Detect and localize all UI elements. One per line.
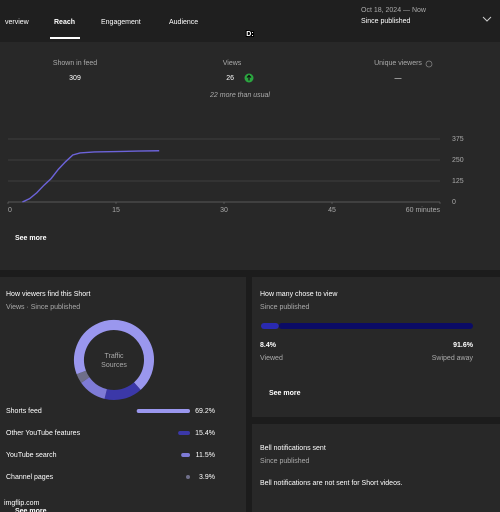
tab-bar — [0, 0, 500, 42]
dropdown-icon[interactable] — [482, 16, 492, 22]
y-tick-label: 375 — [452, 136, 464, 143]
x-tick-label: 15 — [112, 207, 120, 214]
source-percent: 11.5% — [196, 452, 215, 459]
metric-label: Views — [223, 60, 242, 67]
donut-segment — [74, 320, 154, 390]
section-subtitle: Since published — [260, 304, 310, 311]
x-tick-label: 0 — [8, 207, 12, 214]
x-tick-label: 45 — [328, 207, 336, 214]
source-bar — [181, 453, 190, 457]
chose-panel — [252, 277, 500, 417]
info-icon[interactable] — [425, 60, 433, 68]
source-name: YouTube search — [6, 452, 57, 459]
date-range: Oct 18, 2024 — Now — [361, 7, 427, 14]
see-more[interactable]: See more — [15, 235, 47, 242]
section-title: How many chose to view — [260, 291, 338, 298]
donut-segment — [104, 382, 141, 400]
tab[interactable]: Engagement — [101, 19, 141, 26]
source-percent: 15.4% — [195, 430, 215, 437]
date-label: Since published — [361, 18, 411, 25]
tab[interactable]: Reach — [54, 19, 75, 26]
x-tick-label: 30 — [220, 207, 228, 214]
source-percent: 3.9% — [199, 474, 215, 481]
see-more[interactable]: See more — [269, 390, 301, 397]
viewed-name: Viewed — [260, 355, 283, 362]
source-name: Other YouTube features — [6, 430, 81, 437]
source-bar — [136, 409, 190, 413]
watermark: imgflip.com — [4, 500, 40, 507]
y-tick-label: 250 — [452, 157, 464, 164]
meme-caption: D: — [246, 31, 253, 38]
bell-text: Bell notifications are not sent for Shor… — [260, 480, 402, 487]
section-subtitle: Since published — [260, 458, 310, 465]
metric-value: 309 — [69, 75, 81, 82]
donut-label: Sources — [101, 362, 127, 369]
source-percent: 69.2% — [195, 408, 215, 415]
metric-label: Shown in feed — [53, 60, 97, 67]
swiped-name: Swiped away — [432, 355, 474, 362]
y-tick-label: 125 — [452, 178, 464, 185]
swiped-percent: 91.6% — [453, 342, 474, 349]
donut-segment — [76, 370, 90, 383]
viewed-bar — [261, 323, 279, 329]
x-tick-label: 60 minutes — [406, 207, 441, 214]
donut-segment — [81, 376, 108, 399]
source-name: Shorts feed — [6, 408, 42, 415]
source-bar — [178, 431, 190, 435]
donut-label: Traffic — [104, 353, 124, 360]
content: verview Reach Engagement Audience Oct 18, 20… — [4, 7, 474, 512]
metric-note: 22 more than usual — [209, 92, 270, 99]
bell-panel — [252, 424, 500, 512]
see-more[interactable]: See more — [15, 508, 47, 512]
source-bar — [186, 475, 190, 479]
source-name: Channel pages — [6, 474, 54, 481]
up-arrow — [246, 74, 252, 81]
section-title: Bell notifications sent — [260, 445, 326, 452]
section-title: How viewers find this Short — [6, 291, 90, 298]
tab[interactable]: verview — [5, 19, 30, 26]
section-subtitle: Views · Since published — [6, 304, 80, 311]
viewed-percent: 8.4% — [260, 342, 277, 349]
metric-label: Unique viewers — [374, 60, 422, 67]
y-tick-label: 0 — [452, 199, 456, 206]
swiped-bar — [278, 323, 473, 329]
metric-value: — — [395, 75, 402, 82]
metric-value: 26 — [226, 75, 234, 82]
tab[interactable]: Audience — [169, 19, 198, 26]
views-line — [22, 150, 160, 203]
